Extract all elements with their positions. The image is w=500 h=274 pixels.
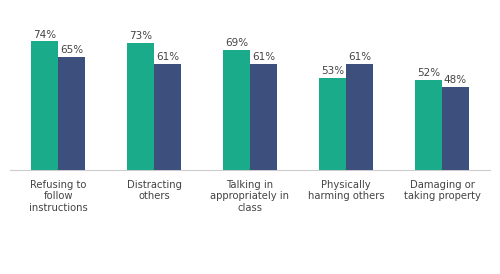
Text: 61%: 61% [252, 52, 275, 62]
Text: 73%: 73% [129, 32, 152, 41]
Bar [127, 43, 154, 170]
Text: 74%: 74% [33, 30, 56, 40]
Text: 52%: 52% [417, 68, 440, 78]
Text: 61%: 61% [156, 52, 179, 62]
Bar [250, 64, 277, 170]
Text: 48%: 48% [444, 75, 467, 85]
Bar [346, 64, 373, 170]
Bar [442, 87, 469, 170]
Bar [415, 80, 442, 170]
Text: 69%: 69% [225, 38, 248, 48]
Bar [31, 41, 58, 170]
Bar [319, 78, 346, 170]
Bar [58, 57, 85, 170]
Bar [223, 50, 250, 170]
Text: 61%: 61% [348, 52, 371, 62]
Bar [154, 64, 181, 170]
Text: 53%: 53% [321, 66, 344, 76]
Text: 65%: 65% [60, 45, 83, 55]
